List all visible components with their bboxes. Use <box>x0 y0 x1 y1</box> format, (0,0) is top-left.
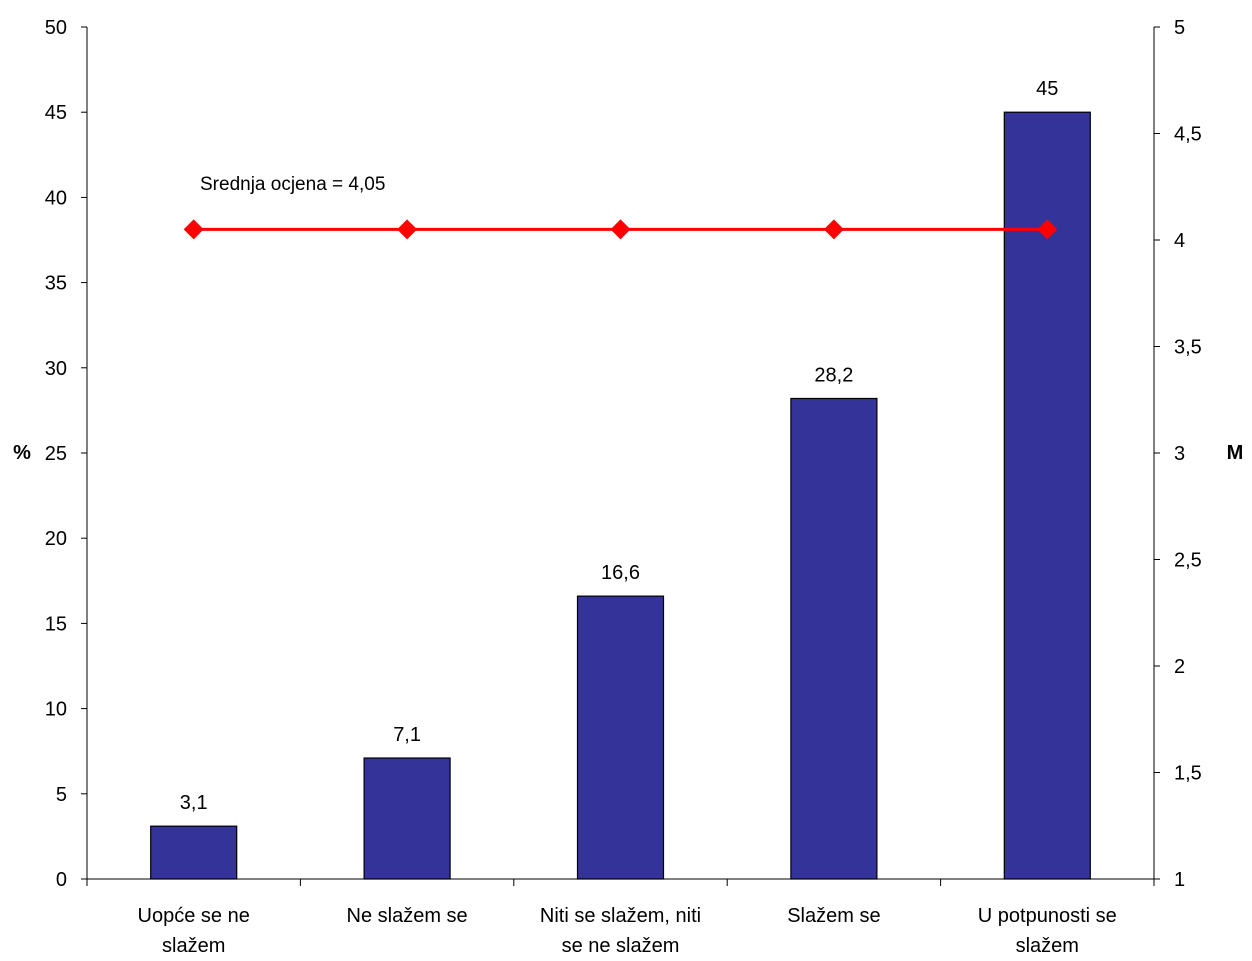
left-tick-label: 0 <box>56 869 67 891</box>
bar-value-label: 28,2 <box>814 364 853 386</box>
bar <box>790 397 878 880</box>
right-tick-label: 3,5 <box>1174 337 1202 359</box>
mean-line-group <box>183 219 1058 240</box>
bar-value-label: 7,1 <box>393 724 421 746</box>
right-tick-label: 1 <box>1174 869 1185 891</box>
right-tick-label: 4,5 <box>1174 124 1202 146</box>
right-axis-title: M <box>1227 442 1244 464</box>
left-tick-label: 25 <box>45 443 67 465</box>
left-tick-label: 30 <box>45 358 67 380</box>
category-label: Niti se slažem, niti se ne slažem <box>540 905 701 957</box>
category-label: Slažem se <box>787 905 880 927</box>
right-tick-label: 1,5 <box>1174 763 1202 785</box>
mean-marker <box>1037 219 1058 240</box>
right-tick-label: 2,5 <box>1174 550 1202 572</box>
left-tick-label: 50 <box>45 17 67 39</box>
left-axis-title: % <box>13 442 31 464</box>
category-label: Ne slažem se <box>347 905 468 927</box>
right-tick-label: 5 <box>1174 17 1185 39</box>
right-axis: 1 1,5 2 2,5 3 3,5 4 4,5 5 <box>1153 17 1202 891</box>
x-axis: Uopće se ne slažem Ne slažem se Niti se sla… <box>86 878 1155 957</box>
mean-marker <box>610 219 631 240</box>
bars-group: 3,1 7,1 16,6 28,2 45 <box>150 78 1091 880</box>
bar <box>576 595 665 880</box>
right-tick-label: 4 <box>1174 230 1185 252</box>
mean-marker <box>397 219 418 240</box>
left-tick-label: 5 <box>56 784 67 806</box>
left-tick-label: 35 <box>45 273 67 295</box>
left-axis: 0 5 10 15 20 25 30 35 40 45 50 <box>45 17 88 891</box>
mean-marker <box>183 219 204 240</box>
left-tick-label: 45 <box>45 102 67 124</box>
left-tick-label: 15 <box>45 613 67 635</box>
left-tick-label: 20 <box>45 528 67 550</box>
category-label: Uopće se ne slažem <box>138 905 250 957</box>
category-label: U potpunosti se slažem <box>978 905 1117 957</box>
right-tick-label: 2 <box>1174 656 1185 678</box>
mean-annotation: Srednja ocjena = 4,05 <box>200 174 385 195</box>
bar-value-label: 16,6 <box>601 562 640 584</box>
mean-marker <box>823 219 844 240</box>
bar-value-label: 3,1 <box>180 792 208 814</box>
left-tick-label: 40 <box>45 187 67 209</box>
right-tick-label: 3 <box>1174 443 1185 465</box>
bar <box>363 757 451 880</box>
bar <box>150 825 238 880</box>
bar-value-label: 45 <box>1036 78 1058 100</box>
left-tick-label: 10 <box>45 699 67 721</box>
bar <box>1003 111 1091 880</box>
